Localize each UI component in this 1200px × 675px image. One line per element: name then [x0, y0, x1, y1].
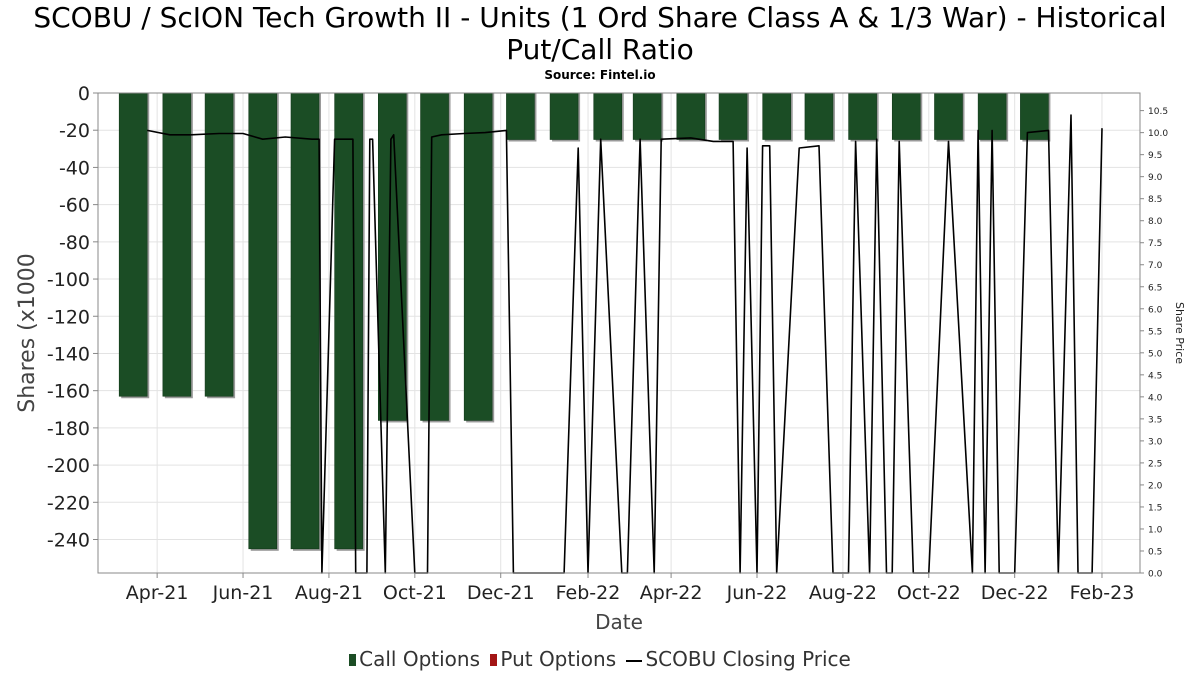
y2-tick-label: 1.0	[1148, 525, 1163, 535]
y2-tick-label: 0.5	[1148, 547, 1162, 557]
legend-label-call: Call Options	[359, 647, 480, 671]
y2-tick-label: 7.0	[1148, 261, 1163, 271]
chart-title: SCOBU / ScION Tech Growth II - Units (1 …	[33, 1, 1167, 66]
call-bar	[549, 92, 579, 140]
legend-label-put: Put Options	[500, 647, 617, 671]
y2-tick-label: 0.0	[1148, 570, 1163, 580]
y2-tick-label: 9.0	[1148, 173, 1163, 183]
call-bar	[377, 92, 407, 421]
x-tick-label: Aug-22	[809, 582, 877, 604]
legend-item-call: Call Options	[349, 647, 480, 671]
y-tick-label: -160	[47, 381, 90, 403]
y2-tick-label: 4.5	[1148, 371, 1162, 381]
x-tick-label: Apr-22	[640, 582, 703, 604]
legend-item-price: SCOBU Closing Price	[626, 647, 851, 671]
call-bar	[420, 92, 449, 421]
x-tick-label: Jun-21	[212, 582, 274, 604]
legend-swatch-price	[626, 659, 643, 662]
y2-tick-label: 6.0	[1148, 305, 1163, 315]
chart-subtitle: Source: Fintel.io	[544, 68, 656, 82]
y2-tick-label: 9.5	[1148, 151, 1162, 161]
call-bar	[118, 92, 148, 397]
y-tick-label: -140	[47, 343, 90, 365]
y2-tick-label: 5.5	[1148, 327, 1162, 337]
call-bar	[934, 92, 963, 140]
y2-tick-label: 2.0	[1148, 481, 1163, 491]
y2-tick-label: 4.0	[1148, 393, 1163, 403]
y2-tick-label: 10.5	[1148, 107, 1168, 117]
right-axis: 0.0 0.5 1.0 1.5 2.0 2.5 3.0 3.5 4.0 4.5 5.0 5.5 6.0 6…	[1140, 107, 1168, 580]
x-tick-label: Apr-21	[126, 582, 189, 604]
y-tick-label: -240	[47, 530, 90, 552]
y-tick-label: 0	[78, 83, 90, 105]
y-tick-label: -80	[59, 232, 90, 254]
y2-tick-label: 2.5	[1148, 459, 1162, 469]
y2-tick-label: 5.0	[1148, 349, 1163, 359]
x-tick-label: Dec-21	[467, 582, 535, 604]
price-line	[147, 114, 1103, 574]
y2-tick-label: 10.0	[1148, 129, 1168, 139]
legend-item-put: Put Options	[490, 647, 616, 671]
x-tick-label: Oct-21	[383, 582, 447, 604]
call-bar	[718, 92, 748, 140]
y2-tick-label: 6.5	[1148, 283, 1162, 293]
call-bar	[162, 92, 192, 397]
x-axis: Apr-21 Jun-21 Aug-21 Oct-21 Dec-21 Feb-22 Apr-…	[126, 573, 1135, 604]
x-tick-label: Feb-22	[556, 582, 621, 604]
y-tick-label: -20	[59, 120, 90, 142]
y2-tick-label: 1.5	[1148, 503, 1162, 513]
call-option-bars	[118, 92, 1051, 551]
x-tick-label: Aug-21	[295, 582, 363, 604]
legend-swatch-put	[490, 654, 498, 666]
y2-tick-label: 8.5	[1148, 195, 1162, 205]
x-tick-label: Dec-22	[981, 582, 1049, 604]
call-bar	[290, 92, 320, 550]
y-tick-label: -200	[47, 455, 90, 477]
y-tick-label: -220	[47, 492, 90, 514]
y-tick-label: -60	[59, 195, 90, 217]
call-bar	[804, 92, 834, 140]
y-tick-label: -40	[59, 157, 90, 179]
x-tick-label: Feb-23	[1070, 582, 1135, 604]
y2-tick-label: 3.5	[1148, 415, 1162, 425]
x-tick-label: Jun-22	[726, 582, 788, 604]
call-bar	[248, 92, 278, 550]
call-bar	[891, 92, 921, 140]
left-axis: 0 -20 -40 -60 -80 -100 -120 -140 -160 -180 -200 -22…	[47, 83, 98, 552]
y-axis-label: Shares (x1000	[15, 253, 40, 413]
y-tick-label: -120	[47, 306, 90, 328]
legend-label-price: SCOBU Closing Price	[645, 647, 851, 671]
y2-axis-label: Share Price	[1173, 302, 1186, 364]
y2-tick-label: 3.0	[1148, 437, 1163, 447]
call-bar	[593, 92, 623, 140]
legend-swatch-call	[349, 654, 357, 666]
call-bar	[204, 92, 234, 397]
call-bar	[676, 92, 706, 140]
y-tick-label: -180	[47, 418, 90, 440]
y-tick-label: -100	[47, 269, 90, 291]
call-bar	[463, 92, 493, 421]
x-axis-label: Date	[595, 610, 643, 634]
call-bar	[848, 92, 877, 140]
y2-tick-label: 7.5	[1148, 239, 1162, 249]
call-bar	[506, 92, 535, 140]
plot-frame	[97, 92, 1141, 574]
chart-legend: Call Options Put Options SCOBU Closing P…	[0, 647, 1200, 671]
x-tick-label: Oct-22	[897, 582, 961, 604]
call-bar	[762, 92, 792, 140]
call-bar	[632, 92, 662, 140]
y2-tick-label: 8.0	[1148, 217, 1163, 227]
price-line-group	[147, 114, 1103, 574]
call-bar	[334, 92, 363, 550]
